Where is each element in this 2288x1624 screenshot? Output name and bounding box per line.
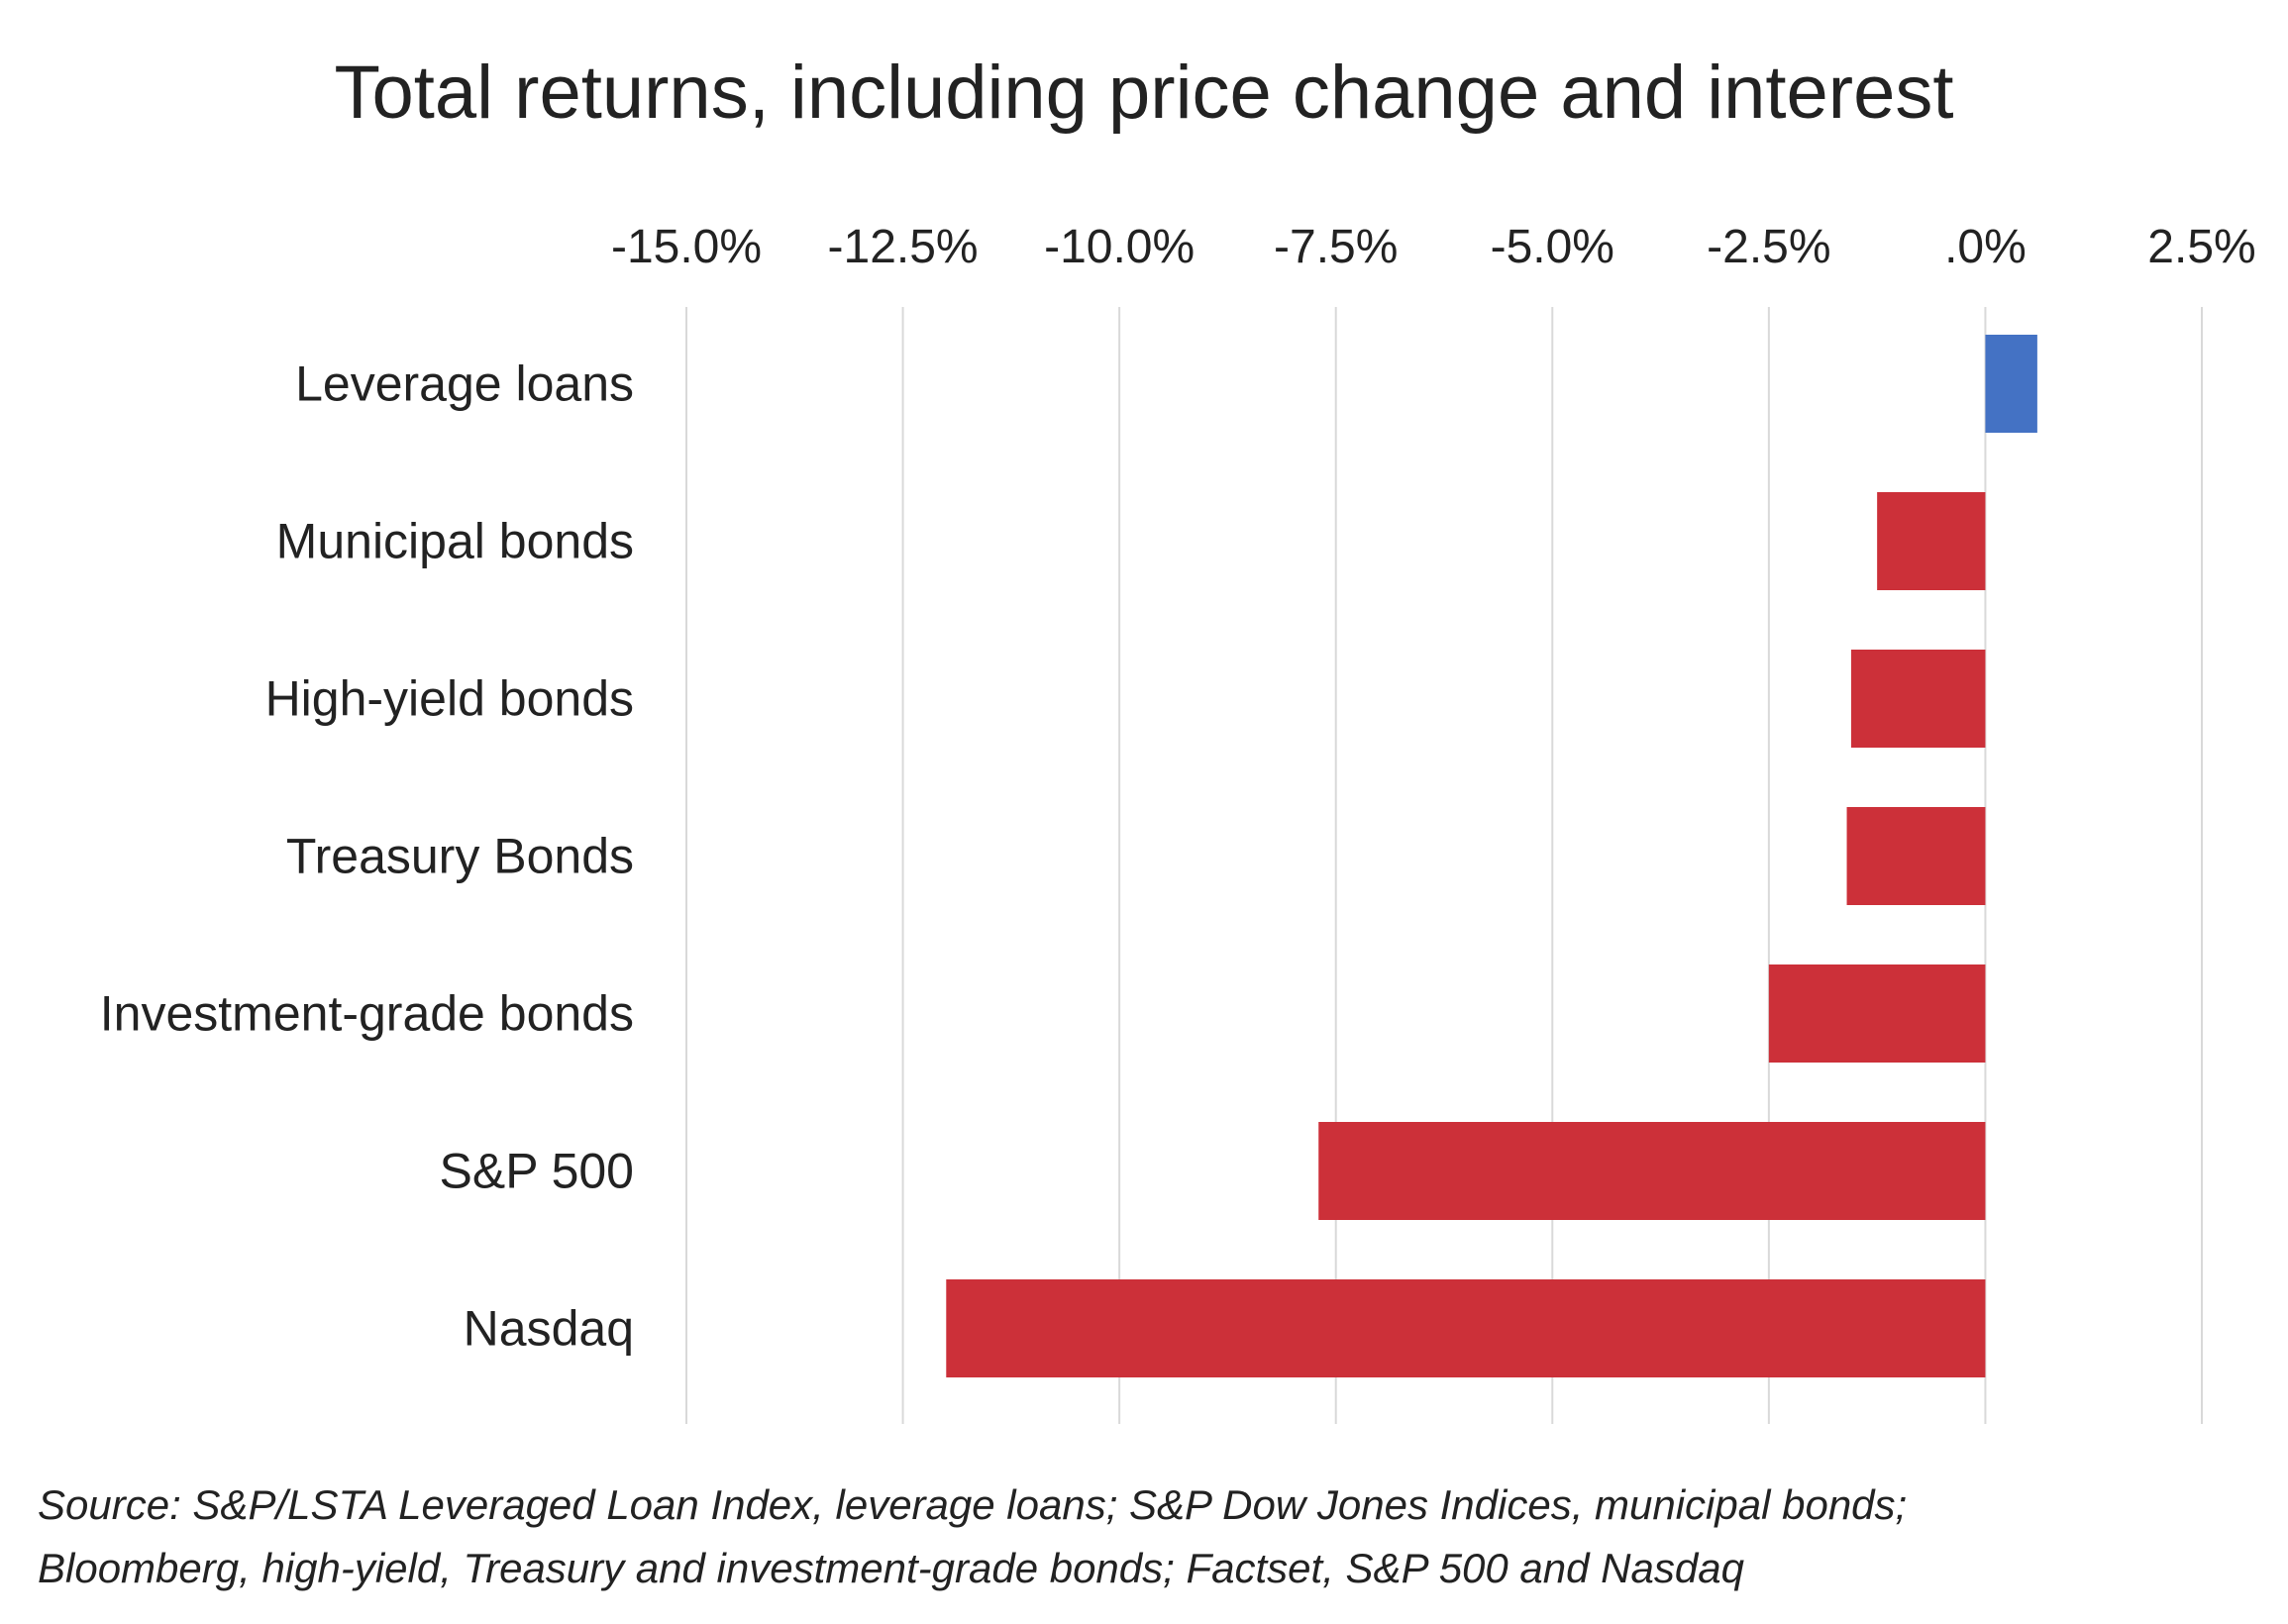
category-label: Nasdaq	[464, 1301, 634, 1357]
x-tick-label: 2.5%	[2147, 221, 2255, 273]
bar	[946, 1279, 1986, 1377]
bar	[1985, 335, 2037, 433]
x-tick-label: -10.0%	[1044, 221, 1195, 273]
bar	[1846, 807, 1986, 905]
bar	[1850, 650, 1986, 748]
source-line-2: Bloomberg, high-yield, Treasury and inve…	[38, 1545, 1744, 1591]
x-tick-label: -5.0%	[1491, 221, 1614, 273]
category-label: S&P 500	[440, 1144, 634, 1199]
bar	[1318, 1122, 1986, 1220]
category-label: Treasury Bonds	[286, 829, 634, 884]
category-labels: Leverage loans Municipal bonds High-yield …	[100, 356, 634, 1357]
category-label: Investment-grade bonds	[100, 986, 634, 1042]
category-label: Leverage loans	[295, 356, 634, 412]
chart-title: Total returns, including price change an…	[334, 51, 1954, 135]
bar	[1877, 492, 1986, 590]
x-tick-label: -15.0%	[611, 221, 762, 273]
x-tick-label: -7.5%	[1274, 221, 1398, 273]
x-tick-label: -12.5%	[828, 221, 979, 273]
source-line-1: Source: S&P/LSTA Leveraged Loan Index, l…	[38, 1481, 1908, 1528]
category-label: High-yield bonds	[265, 671, 634, 727]
x-axis-ticks: -15.0% -12.5% -10.0% -7.5% -5.0% -2.5% .0% 2.5%	[611, 221, 2256, 273]
category-label: Municipal bonds	[276, 514, 634, 569]
gridlines	[685, 307, 2203, 1424]
x-tick-label: .0%	[1944, 221, 2027, 273]
x-tick-label: -2.5%	[1707, 221, 1830, 273]
source-note: Source: S&P/LSTA Leveraged Loan Index, l…	[38, 1473, 2256, 1600]
bars	[946, 335, 2037, 1377]
bar	[1768, 964, 1986, 1063]
